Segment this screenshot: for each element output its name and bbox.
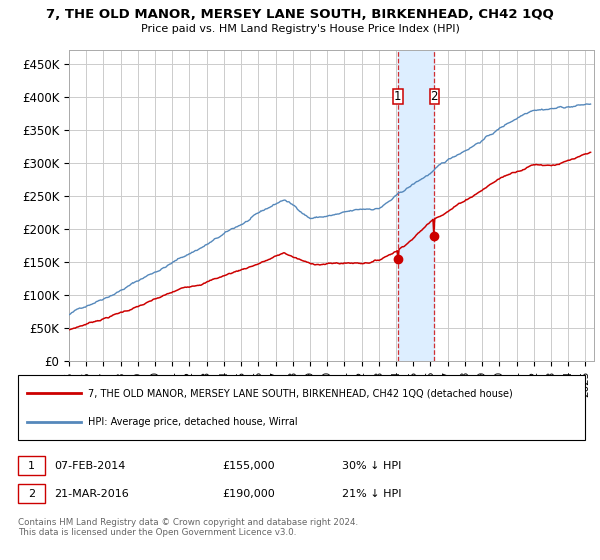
Text: 21-MAR-2016: 21-MAR-2016 xyxy=(54,489,129,499)
Text: 2: 2 xyxy=(28,489,35,499)
Text: £190,000: £190,000 xyxy=(222,489,275,499)
Text: £155,000: £155,000 xyxy=(222,461,275,471)
Text: 7, THE OLD MANOR, MERSEY LANE SOUTH, BIRKENHEAD, CH42 1QQ: 7, THE OLD MANOR, MERSEY LANE SOUTH, BIR… xyxy=(46,8,554,21)
Text: 1: 1 xyxy=(394,90,401,103)
Text: 07-FEB-2014: 07-FEB-2014 xyxy=(54,461,125,471)
FancyBboxPatch shape xyxy=(393,90,403,104)
Bar xyxy=(398,50,434,361)
Text: HPI: Average price, detached house, Wirral: HPI: Average price, detached house, Wirr… xyxy=(88,417,298,427)
Text: 2: 2 xyxy=(431,90,438,103)
Text: 21% ↓ HPI: 21% ↓ HPI xyxy=(342,489,401,499)
Text: 7, THE OLD MANOR, MERSEY LANE SOUTH, BIRKENHEAD, CH42 1QQ (detached house): 7, THE OLD MANOR, MERSEY LANE SOUTH, BIR… xyxy=(88,388,513,398)
FancyBboxPatch shape xyxy=(430,90,439,104)
Text: Price paid vs. HM Land Registry's House Price Index (HPI): Price paid vs. HM Land Registry's House … xyxy=(140,24,460,34)
Text: 1: 1 xyxy=(28,461,35,471)
Text: 30% ↓ HPI: 30% ↓ HPI xyxy=(342,461,401,471)
Text: Contains HM Land Registry data © Crown copyright and database right 2024.
This d: Contains HM Land Registry data © Crown c… xyxy=(18,518,358,538)
